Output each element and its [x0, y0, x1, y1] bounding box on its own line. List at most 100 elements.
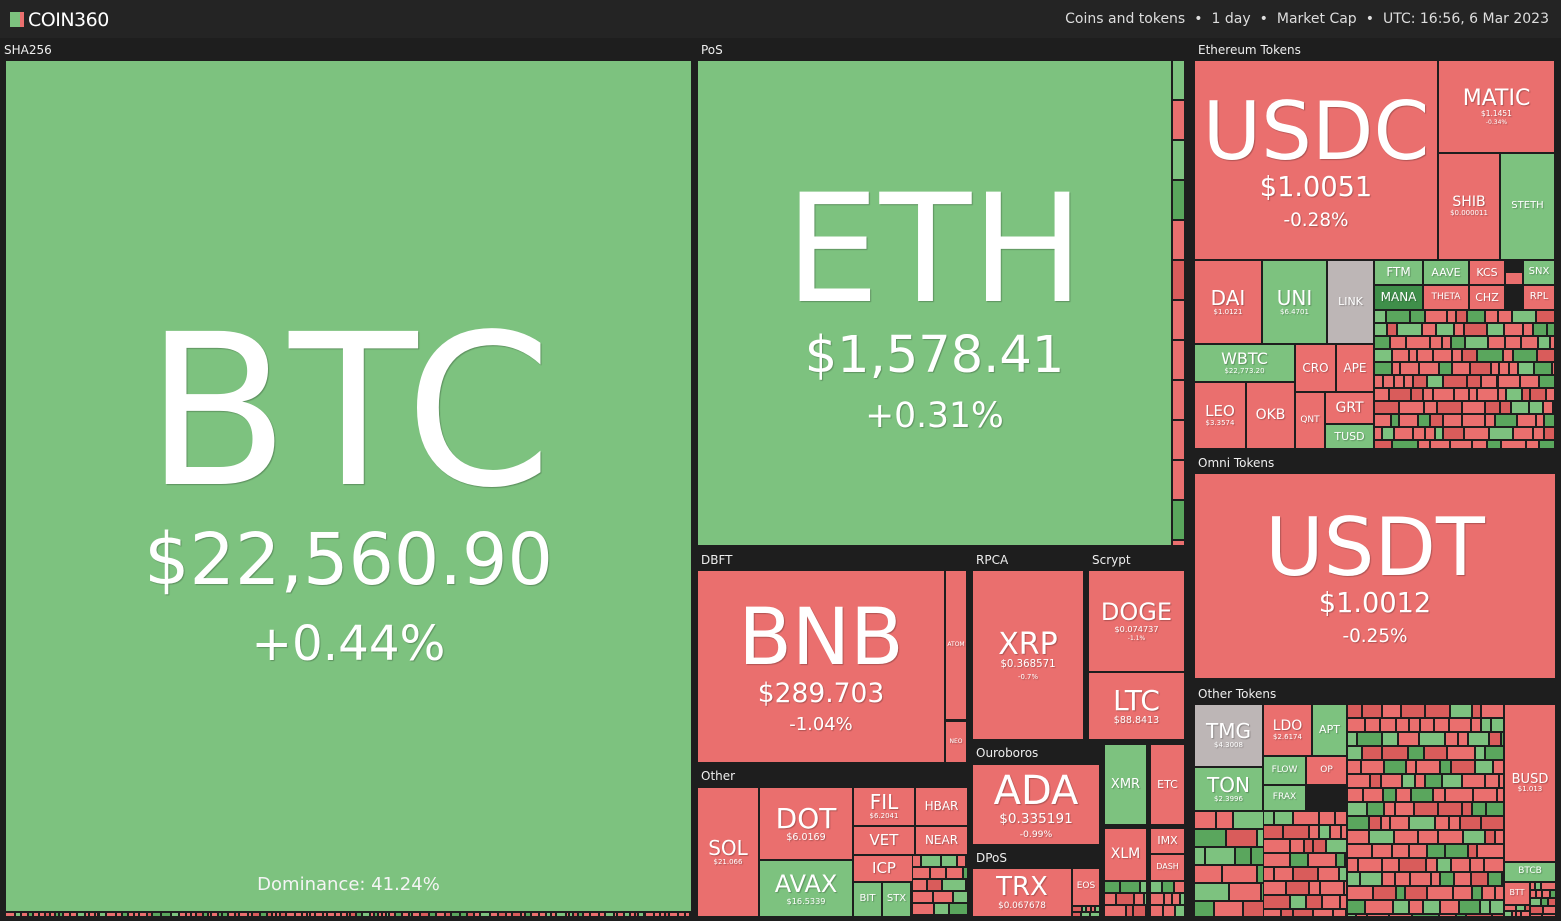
small-tile — [1292, 867, 1319, 881]
coin-price: $0.067678 — [998, 900, 1046, 911]
coin-tile[interactable]: AVAX $16.5339 — [759, 860, 853, 917]
coin-tile[interactable]: MATIC $1.1451 -0.34% — [1438, 60, 1555, 153]
small-tile — [1464, 336, 1488, 349]
small-tile — [1491, 914, 1504, 917]
small-tile — [1450, 760, 1476, 774]
small-tile — [1424, 310, 1448, 323]
coin-tile[interactable]: TUSD — [1325, 424, 1374, 449]
filter[interactable]: UTC: 16:56, 6 Mar 2023 — [1382, 11, 1549, 27]
small-tile — [1410, 872, 1431, 886]
coin-tile[interactable]: XRP $0.368571 -0.7% — [972, 570, 1084, 740]
filter[interactable]: 1 day — [1211, 11, 1251, 27]
small-tile — [1090, 906, 1096, 912]
small-tile — [444, 912, 452, 917]
coin-tile[interactable]: HBAR — [915, 787, 968, 826]
coin-tile[interactable]: SHIB $0.000011 — [1438, 153, 1500, 260]
small-tile — [930, 867, 946, 879]
coin-tile[interactable]: CRO — [1295, 344, 1336, 392]
small-tile — [1437, 401, 1462, 414]
small-tile — [538, 912, 547, 917]
small-tile — [1409, 349, 1417, 362]
small-tile — [1429, 440, 1450, 449]
coin-symbol: SHIB — [1452, 194, 1486, 211]
coin-tile[interactable]: DOGE $0.074737 -1.1% — [1088, 570, 1185, 672]
coin-tile[interactable]: BTC $22,560.90 +0.44% — [5, 60, 692, 912]
small-tile — [1347, 844, 1372, 858]
small-tile — [310, 912, 315, 917]
small-tile — [267, 912, 272, 917]
coin-tile[interactable]: KCS — [1469, 260, 1505, 285]
coin-tile[interactable]: DAI $1.0121 — [1194, 260, 1262, 344]
coin-symbol: AAVE — [1431, 265, 1461, 279]
coin-tile[interactable]: IMX — [1150, 828, 1185, 854]
coin-tile[interactable]: DASH — [1150, 854, 1185, 881]
small-tile — [1550, 890, 1556, 898]
coin-symbol: BNB — [738, 593, 904, 684]
coin-tile[interactable]: STX — [882, 882, 911, 917]
coin-tile[interactable]: LTC $88.8413 — [1088, 672, 1185, 740]
coin-tile[interactable]: TMG $4.3008 — [1194, 704, 1263, 767]
coin-tile[interactable]: BUSD $1.013 — [1504, 704, 1556, 862]
filter[interactable]: Market Cap — [1276, 11, 1357, 27]
small-tile — [1312, 909, 1333, 917]
coin-tile[interactable]: FLOW — [1263, 756, 1306, 785]
separator: • — [1194, 11, 1203, 27]
coin-tile[interactable]: LEO $3.3574 — [1194, 382, 1246, 449]
coin-tile[interactable]: SNX — [1523, 260, 1555, 285]
coin-tile[interactable]: XMR — [1104, 744, 1147, 825]
coin-tile[interactable]: OP — [1306, 756, 1347, 785]
logo[interactable]: COIN360 — [10, 9, 109, 31]
coin-tile[interactable]: SOL $21.066 — [697, 787, 759, 917]
coin-tile[interactable]: NEAR — [915, 826, 968, 855]
coin-tile[interactable]: AAVE — [1423, 260, 1469, 285]
small-tile — [1374, 414, 1392, 427]
coin-tile[interactable]: USDT $1.0012 -0.25% — [1194, 473, 1556, 679]
coin-tile[interactable]: DOT $6.0169 — [759, 787, 853, 860]
coin-tile[interactable]: GRT — [1325, 392, 1374, 424]
coin-tile[interactable]: BTCB — [1504, 862, 1556, 882]
coin-tile[interactable]: LDO $2.6174 — [1263, 704, 1312, 756]
coin-tile[interactable]: TON $2.3996 — [1194, 767, 1263, 811]
small-tile — [85, 912, 89, 917]
coin-tile[interactable]: STETH — [1500, 153, 1555, 260]
small-tile — [1405, 886, 1427, 900]
coin-price: $2.6174 — [1273, 732, 1302, 741]
coin-tile[interactable]: APE — [1336, 344, 1374, 392]
coin-tile[interactable]: BNB $289.703 -1.04% — [697, 570, 945, 763]
coin-tile[interactable]: USDC $1.0051 -0.28% — [1194, 60, 1438, 260]
coin-tile[interactable]: QNT — [1295, 392, 1325, 449]
small-tile — [1495, 414, 1517, 427]
coin-tile[interactable]: THETA — [1423, 285, 1469, 310]
coin-tile[interactable]: XLM — [1104, 828, 1147, 881]
coin-tile[interactable]: NEO — [945, 721, 967, 763]
coin-tile[interactable]: FIL $6.2041 — [853, 787, 915, 826]
coin-tile[interactable]: LINK — [1327, 260, 1374, 344]
small-tile — [1392, 362, 1401, 375]
coin-tile[interactable]: ADA $0.335191 -0.99% — [972, 764, 1100, 845]
coin-tile[interactable]: ETC — [1150, 744, 1185, 825]
coin-tile[interactable]: VET — [853, 826, 915, 855]
coin-tile[interactable]: BIT — [853, 882, 882, 917]
coin-tile[interactable]: EOS — [1072, 868, 1100, 906]
small-tile — [1381, 704, 1401, 718]
coin-tile[interactable]: APT — [1312, 704, 1347, 756]
coin-tile[interactable]: BTT — [1504, 882, 1530, 905]
small-tile — [1398, 732, 1419, 746]
coin-tile[interactable]: FRAX — [1263, 785, 1306, 811]
coin-tile[interactable]: ICP — [853, 855, 915, 882]
coin-tile[interactable]: MANA — [1374, 285, 1423, 310]
small-tile — [1533, 427, 1544, 440]
coin-tile[interactable]: TRX $0.067678 — [972, 868, 1072, 917]
coin-tile[interactable]: ETH $1,578.41 +0.31% — [697, 60, 1172, 546]
coin-tile[interactable]: ATOM — [945, 570, 967, 720]
coin-tile[interactable]: FTM — [1374, 260, 1423, 285]
coin-tile[interactable]: OKB — [1246, 382, 1295, 449]
filter[interactable]: Coins and tokens — [1065, 11, 1186, 27]
coin-tile[interactable]: UNI $6.4701 — [1262, 260, 1327, 344]
coin-tile[interactable]: RPL — [1523, 285, 1555, 310]
coin-tile[interactable]: WBTC $22,773.20 — [1194, 344, 1295, 382]
small-tile — [1530, 890, 1536, 898]
small-tile — [1505, 272, 1523, 285]
small-tile — [1383, 788, 1397, 802]
coin-tile[interactable]: CHZ — [1469, 285, 1505, 310]
